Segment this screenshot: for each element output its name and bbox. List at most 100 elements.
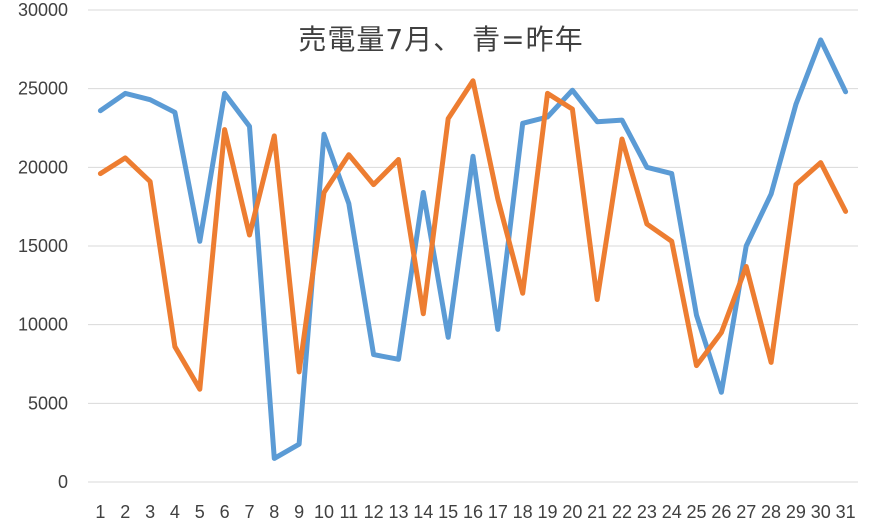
x-tick-label: 29 (786, 502, 806, 522)
series-1-point (595, 119, 600, 124)
chart-title: 売電量7月、 青=昨年 (298, 23, 584, 56)
series-2-point (545, 91, 550, 96)
x-tick-label: 2 (120, 502, 130, 522)
series-1-point (123, 91, 128, 96)
y-tick-label: 5000 (28, 393, 68, 413)
series-1-point (471, 154, 476, 159)
x-tick-label: 24 (662, 502, 682, 522)
series-2-point (222, 127, 227, 132)
x-tick-label: 25 (687, 502, 707, 522)
series-line-2 (97, 78, 849, 392)
series-2-point (297, 369, 302, 374)
series-2-point (818, 160, 823, 165)
series-2-point (644, 221, 649, 226)
series-2-point (769, 360, 774, 365)
series-2-point (694, 363, 699, 368)
series-1-point (172, 110, 177, 115)
series-2-point (793, 182, 798, 187)
series-2-point (346, 152, 351, 157)
x-tick-label: 11 (339, 502, 358, 522)
x-tick-label: 28 (761, 502, 781, 522)
series-1-point (197, 239, 202, 244)
series-1-point (769, 192, 774, 197)
y-tick-label: 0 (58, 472, 68, 492)
series-1-point (222, 91, 227, 96)
series-2-point (669, 239, 674, 244)
series-2-point (421, 311, 426, 316)
series-2-point (495, 196, 500, 201)
y-tick-label: 30000 (18, 0, 68, 20)
series-2-point (471, 78, 476, 83)
series-1-point (694, 313, 699, 318)
x-tick-label: 21 (587, 502, 607, 522)
series-2-point (272, 133, 277, 138)
series-2-point (570, 107, 575, 112)
series-2-point (247, 232, 252, 237)
series-2-point (172, 344, 177, 349)
x-tick-label: 16 (463, 502, 483, 522)
series-1-point (818, 37, 823, 42)
y-axis-tick-labels: 0 5000 10000 15000 20000 25000 30000 (18, 0, 68, 492)
series-1-point (297, 442, 302, 447)
series-1-point (98, 108, 103, 113)
series-2-point (446, 116, 451, 121)
x-tick-label: 19 (538, 502, 558, 522)
series-1-point (321, 132, 326, 137)
series-1-point (620, 118, 625, 123)
x-tick-label: 4 (170, 502, 180, 522)
x-tick-label: 6 (220, 502, 230, 522)
series-1-point (669, 171, 674, 176)
x-tick-label: 3 (145, 502, 155, 522)
x-axis-tick-labels: 1 2 3 4 5 6 7 8 9 10 11 12 13 14 15 16 17 18 19 20 21 22 23 24 2… (95, 502, 855, 522)
series-2-point (197, 387, 202, 392)
x-tick-label: 17 (488, 502, 508, 522)
series-2-point (744, 264, 749, 269)
series-1-point (247, 124, 252, 129)
series-1-point (793, 102, 798, 107)
series-2-point (371, 182, 376, 187)
series-1-point (346, 201, 351, 206)
x-tick-label: 13 (388, 502, 408, 522)
series-1-point (272, 456, 277, 461)
x-tick-label: 30 (811, 502, 831, 522)
series-1-point (446, 335, 451, 340)
x-tick-label: 7 (244, 502, 254, 522)
series-1-point (644, 165, 649, 170)
y-tick-label: 25000 (18, 79, 68, 99)
series-1-point (570, 88, 575, 93)
y-tick-label: 10000 (18, 315, 68, 335)
x-tick-label: 18 (513, 502, 533, 522)
x-tick-label: 31 (836, 502, 856, 522)
y-tick-label: 15000 (18, 236, 68, 256)
x-tick-label: 10 (314, 502, 334, 522)
x-tick-label: 9 (294, 502, 304, 522)
series-1-point (421, 190, 426, 195)
series-1-point (744, 244, 749, 249)
series-2-point (719, 330, 724, 335)
series-2-point (123, 155, 128, 160)
series-2-point (843, 209, 848, 214)
x-tick-label: 23 (637, 502, 657, 522)
y-tick-label: 20000 (18, 157, 68, 177)
series-1-point (148, 97, 153, 102)
series-1-point (520, 121, 525, 126)
series-1-point (396, 357, 401, 362)
series-2-point (620, 137, 625, 142)
x-tick-label: 20 (562, 502, 582, 522)
series-line-1 (97, 37, 849, 461)
x-tick-label: 5 (195, 502, 205, 522)
x-tick-label: 26 (711, 502, 731, 522)
x-tick-label: 27 (736, 502, 756, 522)
series-2-point (321, 190, 326, 195)
x-tick-label: 1 (95, 502, 105, 522)
series-2-point (98, 171, 103, 176)
x-tick-label: 8 (269, 502, 279, 522)
x-tick-label: 22 (612, 502, 632, 522)
x-tick-label: 12 (364, 502, 384, 522)
series-2-point (520, 291, 525, 296)
x-tick-label: 14 (413, 502, 433, 522)
series-1-point (371, 352, 376, 357)
series-1-point (495, 327, 500, 332)
